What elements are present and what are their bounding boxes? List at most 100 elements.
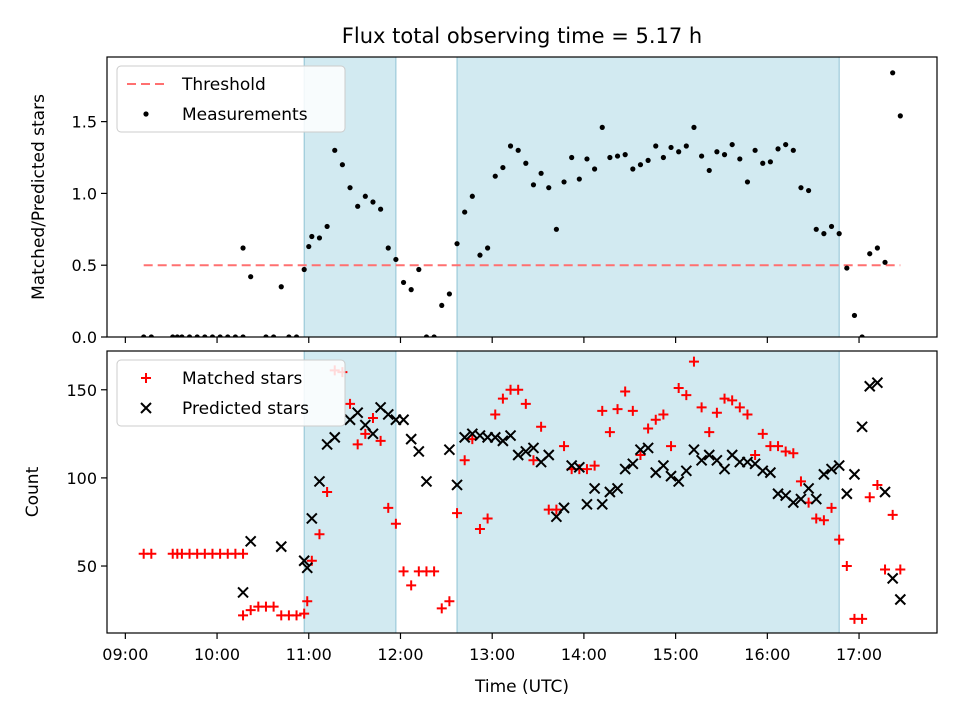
data-point xyxy=(742,409,753,420)
data-point xyxy=(813,226,819,232)
data-point xyxy=(398,566,409,577)
data-point xyxy=(874,245,880,251)
data-point xyxy=(324,223,330,230)
x-tick-label: 17:00 xyxy=(836,645,882,664)
data-point xyxy=(895,564,906,575)
data-point xyxy=(240,245,246,251)
data-point xyxy=(367,412,378,423)
data-point xyxy=(795,493,807,505)
data-point xyxy=(630,166,636,172)
data-point xyxy=(339,162,345,168)
data-point xyxy=(737,156,743,162)
y-tick-label: 100 xyxy=(66,469,97,488)
data-point xyxy=(622,152,628,158)
data-point xyxy=(744,179,751,185)
data-point xyxy=(209,334,216,337)
data-point xyxy=(828,223,835,230)
data-point xyxy=(367,428,379,440)
data-point xyxy=(378,206,384,212)
data-point xyxy=(773,441,784,452)
data-point xyxy=(240,334,246,337)
data-point xyxy=(225,334,231,337)
data-point xyxy=(864,492,875,503)
data-point xyxy=(783,141,789,148)
legend-label: Threshold xyxy=(181,75,266,95)
data-point xyxy=(462,209,468,215)
data-point xyxy=(851,312,858,319)
y-axis-label: Count xyxy=(23,466,43,517)
data-point xyxy=(569,154,575,161)
data-point xyxy=(834,534,845,545)
y-axis-label: Matched/Predicted stars xyxy=(29,94,49,300)
data-point xyxy=(507,143,514,149)
data-point xyxy=(864,380,876,392)
data-point xyxy=(406,580,417,591)
data-point xyxy=(393,256,399,263)
data-point xyxy=(558,502,570,514)
data-point xyxy=(653,143,659,149)
data-point xyxy=(301,562,313,574)
data-point xyxy=(385,245,391,251)
x-tick-label: 16:00 xyxy=(744,645,790,664)
legend-marker xyxy=(143,111,149,117)
data-point xyxy=(683,143,689,149)
data-point xyxy=(423,334,430,337)
data-point xyxy=(458,431,471,444)
data-point xyxy=(714,149,720,155)
data-point xyxy=(848,468,861,481)
data-point xyxy=(767,159,773,165)
data-point xyxy=(780,446,791,457)
data-point xyxy=(826,502,837,513)
data-point xyxy=(451,479,463,491)
data-point xyxy=(543,449,555,461)
data-point xyxy=(400,279,407,286)
data-point xyxy=(581,464,592,475)
data-point xyxy=(880,564,891,575)
data-point xyxy=(672,475,685,488)
x-tick-label: 09:00 xyxy=(102,645,148,664)
series-predicted-stars xyxy=(237,377,907,606)
data-point xyxy=(642,442,654,454)
data-point xyxy=(588,482,601,495)
data-point xyxy=(497,435,509,447)
data-point xyxy=(405,433,417,445)
data-point xyxy=(887,509,898,520)
data-point xyxy=(703,449,715,461)
x-tick-label: 12:00 xyxy=(377,645,423,664)
data-point xyxy=(706,167,712,174)
data-point xyxy=(436,603,447,614)
data-point xyxy=(711,407,722,418)
data-point xyxy=(408,287,414,293)
data-point xyxy=(561,179,567,185)
data-point xyxy=(352,439,363,450)
data-point xyxy=(332,147,338,153)
data-point xyxy=(298,555,310,567)
legend-label: Matched stars xyxy=(182,369,302,389)
data-point xyxy=(345,398,356,409)
data-point xyxy=(752,147,758,153)
data-point xyxy=(301,266,307,273)
data-point xyxy=(443,443,456,456)
data-point xyxy=(489,431,501,444)
data-point xyxy=(676,149,682,155)
data-point xyxy=(485,245,491,251)
data-point xyxy=(844,265,850,271)
data-point xyxy=(469,193,475,199)
data-point xyxy=(836,231,842,237)
data-point xyxy=(530,182,537,188)
x-axis-label: Time (UTC) xyxy=(474,677,569,697)
data-point xyxy=(757,428,768,439)
data-point xyxy=(238,548,249,559)
data-point xyxy=(688,356,699,367)
data-point xyxy=(721,152,728,158)
data-point xyxy=(299,608,310,619)
data-point xyxy=(897,113,903,119)
data-point xyxy=(397,414,410,426)
plot-layers: 0.0 0.5 1.0 1.5 Matched/Predicted stars Thres… xyxy=(23,56,938,664)
data-point xyxy=(833,459,845,472)
data-point xyxy=(515,147,521,153)
data-point xyxy=(148,334,154,337)
data-point xyxy=(872,479,883,490)
legend-label: Predicted stars xyxy=(182,399,309,419)
data-point xyxy=(452,508,463,519)
